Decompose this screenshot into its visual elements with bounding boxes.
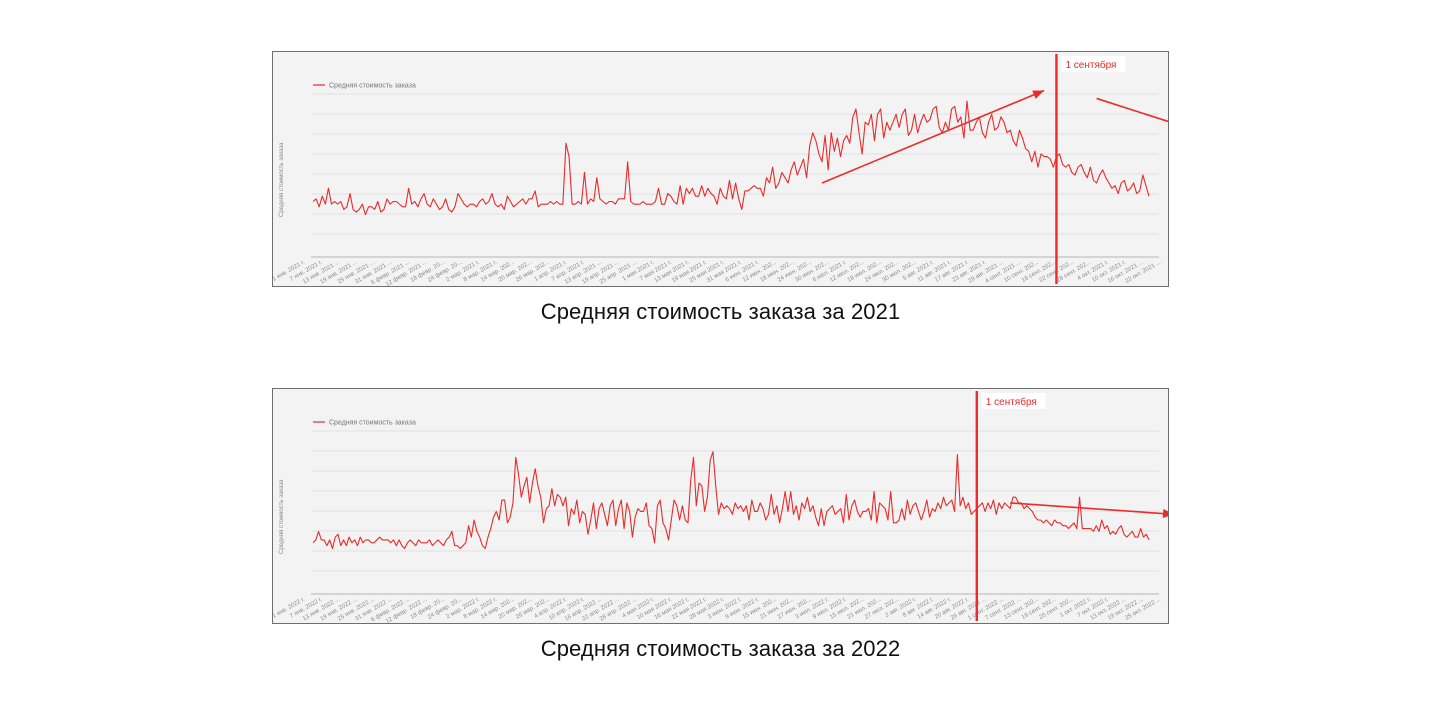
trend-arrow-head xyxy=(1162,509,1168,519)
chart-2022-frame: Средняя стоимость заказа Средняя стоимост… xyxy=(272,388,1169,624)
chart-2022: Средняя стоимость заказа Средняя стоимост… xyxy=(272,388,1169,668)
chart-2021-frame: Средняя стоимость заказа Средняя стоимост… xyxy=(272,51,1169,287)
legend-label: Средняя стоимость заказа xyxy=(329,83,416,90)
chart-2022-caption: Средняя стоимость заказа за 2022 xyxy=(540,636,901,661)
trend-arrow-line xyxy=(1096,97,1168,123)
trend-arrow-line xyxy=(1010,502,1168,515)
chart-2022-svg: Средняя стоимость заказа Средняя стоимост… xyxy=(273,391,1168,623)
chart-2021: Средняя стоимость заказа Средняя стоимост… xyxy=(272,51,1169,331)
series-line xyxy=(312,100,1150,216)
y-axis-label: Средняя стоимость заказа xyxy=(279,142,285,217)
chart-2021-svg: Средняя стоимость заказа Средняя стоимост… xyxy=(273,54,1168,286)
legend-label: Средняя стоимость заказа xyxy=(329,420,416,427)
trend-arrow-line xyxy=(821,89,1045,184)
series-line xyxy=(312,451,1150,550)
trend-arrow-head xyxy=(1032,90,1045,99)
y-axis-label: Средняя стоимость заказа xyxy=(279,479,285,554)
september-label: 1 сентября xyxy=(986,396,1037,408)
september-label-box xyxy=(981,393,1046,409)
september-label-box xyxy=(1061,56,1126,72)
september-label: 1 сентября xyxy=(1065,59,1116,71)
chart-2021-caption: Средняя стоимость заказа за 2021 xyxy=(540,299,901,324)
